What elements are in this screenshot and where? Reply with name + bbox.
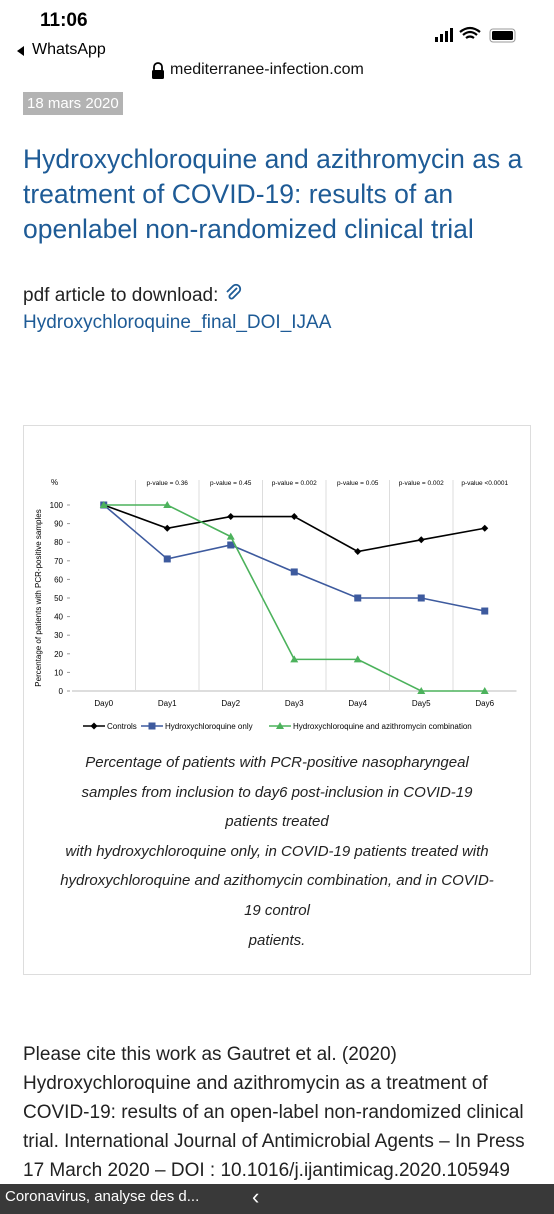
p-value: p-value = 0.45 bbox=[210, 480, 252, 487]
download-label: pdf article to download: bbox=[23, 283, 242, 307]
back-app[interactable]: WhatsApp bbox=[32, 41, 106, 58]
y-tick-label: 40 bbox=[54, 613, 63, 622]
article-title: Hydroxychloroquine and azithromycin as a… bbox=[23, 144, 523, 244]
series-line bbox=[103, 504, 485, 553]
back-button[interactable]: ‹ bbox=[252, 1184, 260, 1209]
marker bbox=[354, 594, 362, 602]
marker bbox=[417, 687, 426, 694]
p-value: p-value <0.0001 bbox=[461, 480, 508, 487]
marker bbox=[354, 548, 362, 555]
x-tick-label: Day4 bbox=[348, 699, 367, 708]
tab-title[interactable]: Coronavirus, analyse des d... bbox=[5, 1188, 200, 1205]
y-tick-label: 50 bbox=[54, 594, 63, 603]
caption-line: patients treated bbox=[225, 813, 329, 831]
marker bbox=[290, 568, 298, 576]
marker bbox=[227, 541, 235, 549]
paperclip-icon bbox=[226, 283, 241, 300]
marker bbox=[290, 655, 299, 663]
y-tick-label: 90 bbox=[54, 520, 63, 529]
caption-line: 19 control bbox=[244, 901, 310, 919]
x-tick-label: Day0 bbox=[94, 699, 113, 708]
marker bbox=[163, 555, 171, 563]
marker bbox=[417, 536, 425, 544]
y-tick-label: 0 bbox=[59, 687, 64, 696]
marker bbox=[163, 501, 172, 508]
marker bbox=[90, 722, 98, 730]
series-line bbox=[103, 504, 485, 612]
marker bbox=[480, 687, 489, 694]
marker bbox=[290, 513, 298, 521]
y-unit: % bbox=[51, 478, 58, 487]
url[interactable]: mediterranee-infection.com bbox=[170, 61, 364, 78]
p-value: p-value = 0.05 bbox=[337, 480, 379, 487]
marker bbox=[99, 501, 108, 508]
y-tick-label: 60 bbox=[54, 575, 63, 584]
marker bbox=[148, 722, 156, 730]
p-value: p-value = 0.002 bbox=[399, 480, 444, 487]
marker bbox=[481, 607, 489, 615]
p-value: p-value = 0.36 bbox=[147, 480, 189, 487]
citation: Please cite this work as Gautret et al. … bbox=[23, 1044, 525, 1181]
chart: % Percentage of patients with PCR-positi… bbox=[34, 478, 517, 731]
download-link[interactable]: Hydroxychloroquine_final_DOI_IJAA bbox=[23, 312, 332, 333]
y-tick-label: 80 bbox=[54, 538, 63, 547]
y-tick-label: 20 bbox=[54, 650, 63, 659]
figure-caption: Percentage of patients with PCR-positive… bbox=[23, 748, 531, 955]
caption-line: samples from inclusion to day6 post-incl… bbox=[81, 783, 473, 801]
legend-label: Hydroxychloroquine and azithromycin comb… bbox=[293, 722, 472, 731]
marker bbox=[481, 524, 489, 532]
marker bbox=[227, 513, 235, 521]
series-line bbox=[103, 504, 485, 692]
y-axis-title: Percentage of patients with PCR-positive… bbox=[34, 509, 43, 686]
x-tick-label: Day5 bbox=[412, 699, 431, 708]
lock-icon bbox=[152, 62, 164, 79]
status-time: 11:06 bbox=[40, 10, 88, 31]
legend-label: Controls bbox=[107, 722, 137, 731]
caption-line: patients. bbox=[248, 931, 306, 949]
y-tick-label: 10 bbox=[54, 668, 63, 677]
caption-line: Percentage of patients with PCR-positive… bbox=[85, 754, 469, 771]
legend-label: Hydroxychloroquine only bbox=[165, 722, 253, 731]
bottom-bar: Coronavirus, analyse des d... ‹ bbox=[0, 1184, 554, 1214]
status-icons bbox=[435, 26, 516, 43]
marker bbox=[226, 532, 235, 540]
marker bbox=[163, 524, 171, 532]
marker bbox=[417, 594, 425, 602]
date-badge: 18 mars 2020 bbox=[23, 92, 123, 115]
back-arrow[interactable] bbox=[14, 44, 28, 58]
x-tick-label: Day3 bbox=[285, 699, 304, 708]
marker bbox=[276, 722, 284, 729]
x-tick-label: Day6 bbox=[475, 699, 494, 708]
p-value: p-value = 0.002 bbox=[272, 480, 317, 487]
marker bbox=[353, 655, 362, 663]
download-text: pdf article to download: bbox=[23, 285, 219, 306]
y-tick-label: 100 bbox=[50, 501, 64, 510]
y-tick-label: 30 bbox=[54, 631, 63, 640]
x-tick-label: Day2 bbox=[221, 699, 240, 708]
caption-line: hydroxychloroquine and azithomycin combi… bbox=[60, 872, 494, 890]
x-tick-label: Day1 bbox=[158, 699, 177, 708]
caption-line: with hydroxychloroquine only, in COVID-1… bbox=[65, 842, 489, 860]
y-tick-label: 70 bbox=[54, 557, 63, 566]
figure-box bbox=[23, 425, 531, 975]
